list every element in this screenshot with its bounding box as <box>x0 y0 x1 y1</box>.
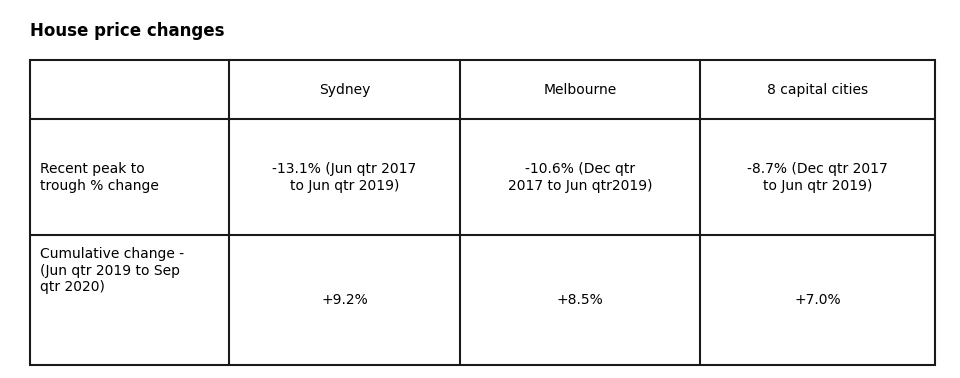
Text: +8.5%: +8.5% <box>557 293 603 307</box>
Text: Cumulative change -
(Jun qtr 2019 to Sep
qtr 2020): Cumulative change - (Jun qtr 2019 to Sep… <box>40 247 184 294</box>
Text: House price changes: House price changes <box>30 22 225 40</box>
Text: -10.6% (Dec qtr
2017 to Jun qtr2019): -10.6% (Dec qtr 2017 to Jun qtr2019) <box>508 162 652 192</box>
Text: +7.0%: +7.0% <box>794 293 841 307</box>
Text: Melbourne: Melbourne <box>543 83 616 97</box>
Text: -13.1% (Jun qtr 2017
to Jun qtr 2019): -13.1% (Jun qtr 2017 to Jun qtr 2019) <box>273 162 417 192</box>
Text: Sydney: Sydney <box>319 83 371 97</box>
Text: Recent peak to
trough % change: Recent peak to trough % change <box>40 162 158 192</box>
Text: -8.7% (Dec qtr 2017
to Jun qtr 2019): -8.7% (Dec qtr 2017 to Jun qtr 2019) <box>747 162 888 192</box>
Bar <box>30 60 935 365</box>
Text: 8 capital cities: 8 capital cities <box>767 83 868 97</box>
Text: +9.2%: +9.2% <box>321 293 368 307</box>
